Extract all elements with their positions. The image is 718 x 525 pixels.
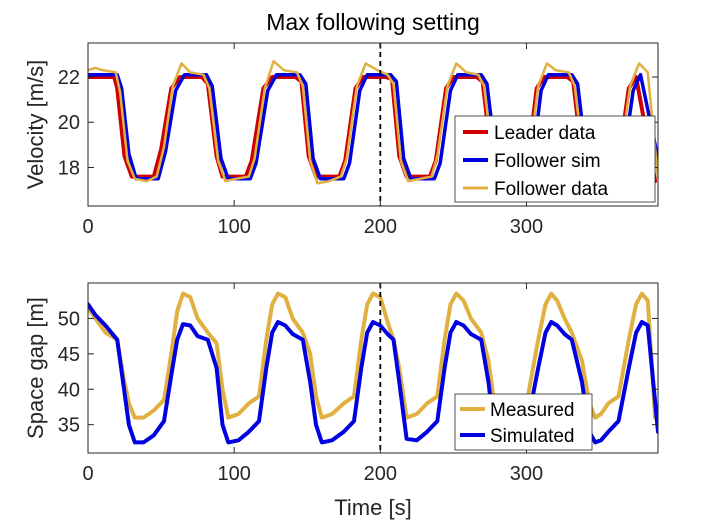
space-gap-ytick-label: 50 bbox=[58, 308, 80, 330]
legend-label-leader: Leader data bbox=[494, 123, 596, 144]
velocity-ticks: 0 100 200 300 18 20 22 bbox=[58, 43, 658, 238]
velocity-xtick-label: 200 bbox=[364, 216, 397, 238]
space-gap-xlabel: Time [s] bbox=[334, 495, 411, 520]
space-gap-ticks: 0 100 200 300 35 40 45 50 bbox=[58, 283, 658, 485]
velocity-series-follower-sim bbox=[88, 72, 658, 181]
velocity-chart-title: Max following setting bbox=[266, 9, 480, 35]
space-gap-legend: Measured Simulated bbox=[454, 393, 593, 451]
velocity-xtick-label: 100 bbox=[217, 216, 250, 238]
velocity-plot-lines bbox=[88, 59, 658, 185]
space-gap-axes-box bbox=[87, 282, 659, 454]
legend-label-follower-data: Follower data bbox=[494, 179, 608, 200]
space-gap-ylabel: Space gap [m] bbox=[23, 297, 48, 439]
space-gap-legend-box bbox=[454, 393, 593, 451]
velocity-chart: Max following setting 0 100 200 300 18 20 22 V… bbox=[23, 9, 659, 238]
legend-label-follower-sim: Follower sim bbox=[494, 151, 601, 172]
space-gap-series-simulated bbox=[88, 302, 658, 445]
space-gap-ytick-label: 40 bbox=[58, 379, 80, 401]
space-gap-ytick-label: 35 bbox=[58, 415, 80, 437]
velocity-legend-box bbox=[454, 115, 656, 203]
velocity-ytick-label: 22 bbox=[58, 67, 80, 89]
velocity-xtick-label: 300 bbox=[510, 216, 543, 238]
space-gap-ytick-label: 45 bbox=[58, 344, 80, 366]
velocity-series-follower-data bbox=[88, 59, 658, 185]
legend-label-measured: Measured bbox=[490, 400, 575, 421]
space-gap-xtick-label: 300 bbox=[510, 463, 543, 485]
legend-label-simulated: Simulated bbox=[490, 426, 575, 447]
velocity-ylabel: Velocity [m/s] bbox=[23, 60, 48, 190]
space-gap-plot-lines bbox=[88, 291, 658, 445]
space-gap-chart: 0 100 200 300 35 40 45 50 Space gap [m] Time [s… bbox=[23, 282, 659, 520]
velocity-legend: Leader data Follower sim Follower data bbox=[454, 115, 656, 203]
space-gap-xtick-label: 100 bbox=[217, 463, 250, 485]
space-gap-xtick-label: 0 bbox=[82, 463, 93, 485]
space-gap-xtick-label: 200 bbox=[364, 463, 397, 485]
velocity-ytick-label: 20 bbox=[58, 112, 80, 134]
velocity-ytick-label: 18 bbox=[58, 158, 80, 180]
velocity-xtick-label: 0 bbox=[82, 216, 93, 238]
velocity-axes-box bbox=[87, 42, 659, 207]
space-gap-series-measured bbox=[88, 291, 658, 420]
